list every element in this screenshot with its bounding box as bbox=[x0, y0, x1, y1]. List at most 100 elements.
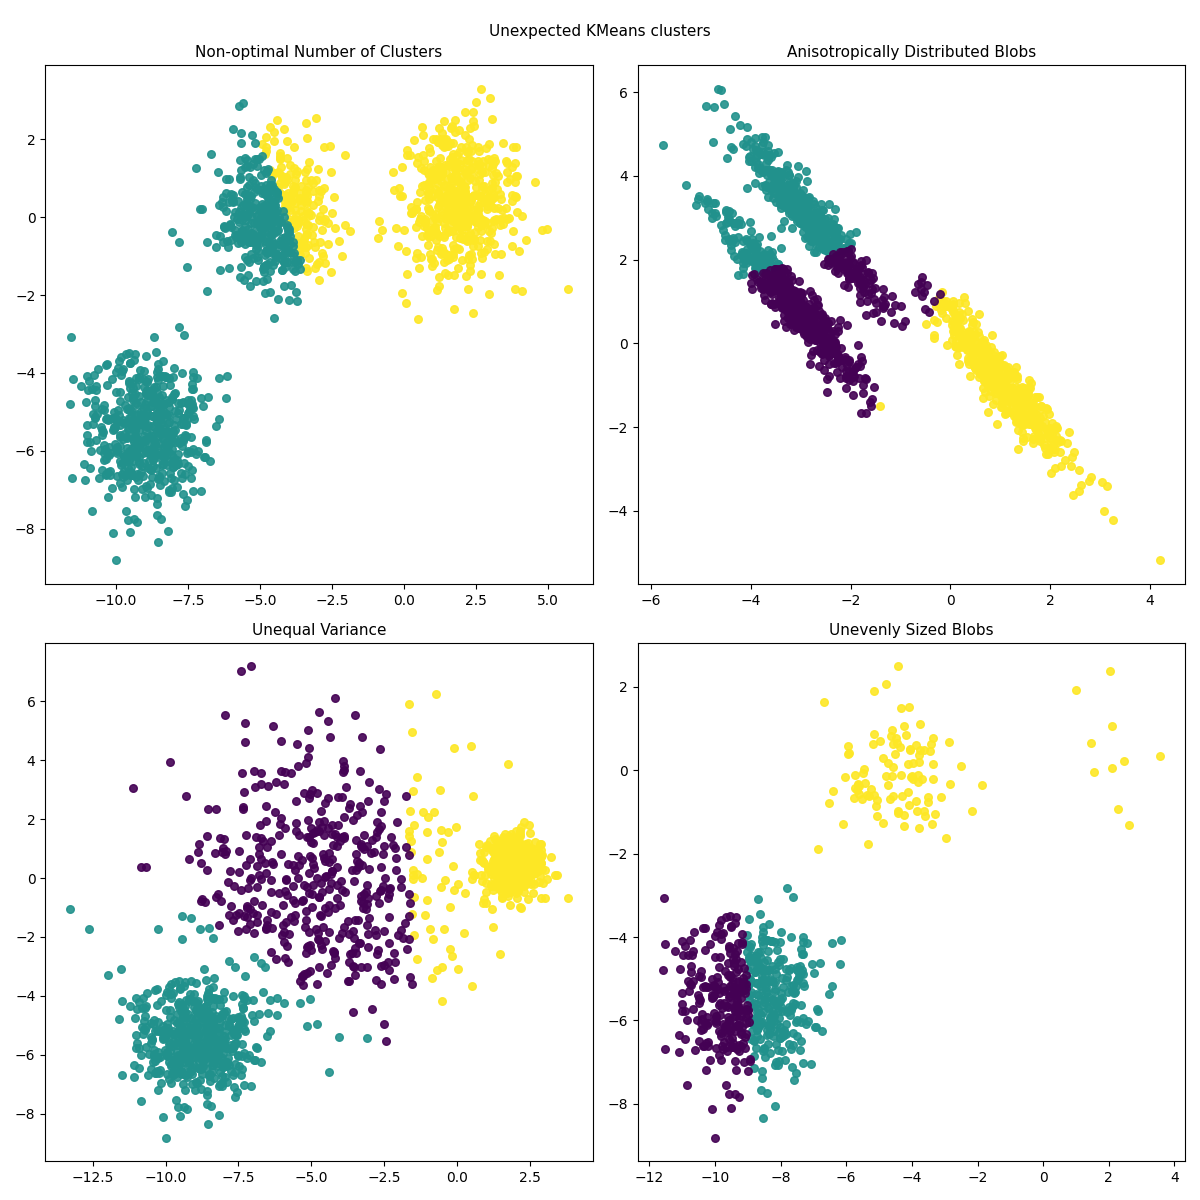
Point bbox=[100, 445, 119, 464]
Point bbox=[1024, 398, 1043, 418]
Point bbox=[236, 226, 256, 245]
Point bbox=[497, 875, 516, 894]
Point bbox=[403, 202, 422, 221]
Point bbox=[912, 286, 931, 305]
Point bbox=[479, 857, 498, 876]
Point bbox=[692, 961, 712, 980]
Point bbox=[174, 1038, 193, 1057]
Point bbox=[286, 212, 305, 232]
Point bbox=[218, 1009, 238, 1028]
Point bbox=[508, 836, 527, 856]
Point bbox=[264, 211, 283, 230]
Point bbox=[462, 157, 481, 176]
Point bbox=[307, 868, 326, 887]
Point bbox=[314, 179, 334, 198]
Point bbox=[997, 384, 1016, 403]
Point bbox=[209, 1045, 228, 1064]
Point bbox=[269, 208, 288, 227]
Point bbox=[114, 462, 133, 481]
Point bbox=[222, 1042, 241, 1061]
Point bbox=[502, 852, 521, 871]
Point bbox=[430, 268, 449, 287]
Point bbox=[487, 845, 506, 864]
Point bbox=[238, 990, 257, 1009]
Point bbox=[768, 275, 787, 294]
Point bbox=[835, 239, 854, 258]
Point bbox=[864, 725, 883, 744]
Point bbox=[508, 868, 527, 887]
Point bbox=[296, 170, 316, 190]
Point bbox=[748, 1020, 767, 1039]
Point bbox=[822, 254, 841, 274]
Point bbox=[180, 1050, 199, 1069]
Point bbox=[702, 1099, 721, 1118]
Point bbox=[262, 883, 281, 902]
Point bbox=[716, 1075, 736, 1094]
Point bbox=[130, 386, 149, 406]
Point bbox=[1014, 394, 1033, 413]
Point bbox=[144, 378, 163, 397]
Point bbox=[469, 197, 488, 216]
Point bbox=[260, 161, 280, 180]
Point bbox=[503, 222, 522, 241]
Point bbox=[738, 961, 757, 980]
Point bbox=[738, 1061, 757, 1080]
Point bbox=[828, 263, 847, 282]
Point bbox=[262, 871, 281, 890]
Point bbox=[155, 439, 174, 458]
Point bbox=[991, 373, 1010, 392]
Point bbox=[731, 953, 750, 972]
Point bbox=[827, 246, 846, 265]
Point bbox=[420, 143, 439, 162]
Point bbox=[748, 959, 767, 978]
Point bbox=[336, 145, 355, 164]
Point bbox=[276, 869, 295, 888]
Point bbox=[182, 1024, 202, 1043]
Point bbox=[766, 964, 785, 983]
Point bbox=[458, 250, 478, 269]
Point bbox=[826, 354, 845, 373]
Point bbox=[425, 205, 444, 224]
Point bbox=[155, 1027, 174, 1046]
Point bbox=[803, 311, 822, 330]
Point bbox=[470, 186, 490, 205]
Point bbox=[236, 1048, 256, 1067]
Point bbox=[494, 844, 514, 863]
Point bbox=[353, 894, 372, 913]
Point bbox=[155, 1028, 174, 1048]
Point bbox=[775, 1050, 794, 1069]
Point bbox=[132, 1018, 151, 1037]
Point bbox=[498, 850, 517, 869]
Point bbox=[797, 197, 816, 216]
Point bbox=[800, 220, 820, 239]
Point bbox=[811, 194, 830, 214]
Point bbox=[444, 193, 463, 212]
Point bbox=[479, 214, 498, 233]
Point bbox=[752, 276, 772, 295]
Point bbox=[746, 947, 766, 966]
Point bbox=[488, 877, 508, 896]
Point bbox=[1001, 391, 1020, 410]
Point bbox=[310, 888, 329, 907]
Point bbox=[784, 298, 803, 317]
Point bbox=[740, 1049, 760, 1068]
Point bbox=[851, 347, 870, 366]
Point bbox=[823, 330, 842, 349]
Point bbox=[832, 248, 851, 268]
Point bbox=[523, 846, 542, 865]
Point bbox=[953, 331, 972, 350]
Point bbox=[139, 444, 158, 463]
Point bbox=[491, 840, 510, 859]
Point bbox=[343, 860, 362, 880]
Point bbox=[270, 174, 289, 193]
Point bbox=[750, 1030, 769, 1049]
Point bbox=[485, 827, 504, 846]
Point bbox=[810, 216, 829, 235]
Point bbox=[487, 868, 506, 887]
Point bbox=[313, 882, 332, 901]
Point bbox=[329, 1027, 348, 1046]
Point bbox=[78, 380, 97, 400]
Point bbox=[948, 307, 967, 326]
Point bbox=[391, 920, 410, 940]
Point bbox=[799, 294, 818, 313]
